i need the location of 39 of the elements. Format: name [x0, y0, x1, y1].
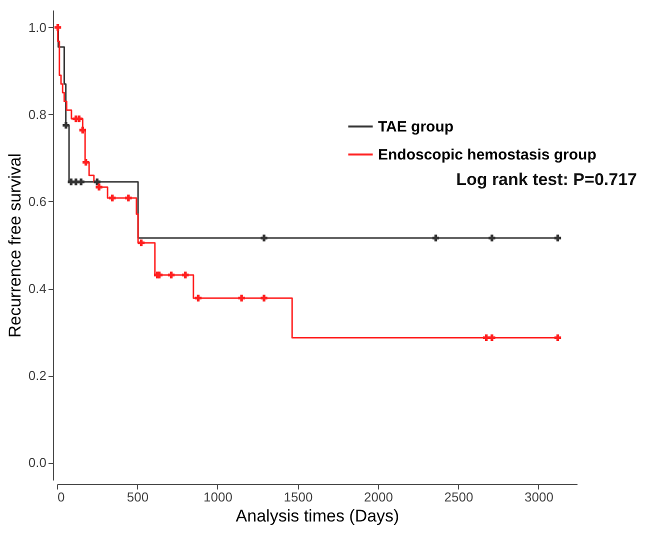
y-tick-label: 0.4: [28, 281, 46, 296]
point: [94, 178, 100, 186]
point: [96, 184, 102, 190]
point: [260, 234, 268, 242]
point: [82, 158, 90, 166]
point: [78, 178, 84, 186]
point: [260, 294, 268, 302]
x-tick-label: 3000: [524, 490, 554, 504]
point: [432, 234, 440, 242]
point: [125, 194, 132, 202]
point: [62, 122, 70, 129]
y-tick-label: 0.6: [28, 194, 46, 209]
point: [194, 294, 202, 302]
x-tick-label: 0: [58, 490, 65, 504]
x-tick-label: 2000: [364, 490, 393, 504]
x-tick-label: 1000: [204, 490, 232, 504]
point: [168, 272, 175, 278]
legend-label: TAE group: [378, 118, 454, 136]
point: [488, 334, 496, 342]
point: [138, 239, 145, 246]
legend-label: Endoscopic hemostasis group: [378, 146, 596, 164]
y-tick-label: 0.8: [28, 106, 46, 122]
x-tick-label: 2500: [444, 490, 474, 504]
x-axis-title: Analysis times (Days): [236, 506, 400, 526]
y-tick-label: 1.0: [28, 20, 46, 35]
annotation: Log rank test: P=0.717: [456, 170, 637, 189]
y-tick-label: 0.0: [28, 455, 46, 470]
y-axis-title: Recurrence free survival: [5, 153, 24, 338]
point: [109, 194, 116, 202]
point: [79, 126, 86, 134]
point: [238, 294, 245, 302]
point: [488, 234, 496, 242]
y-tick-label: 0.2: [28, 368, 46, 384]
point: [54, 24, 62, 31]
x-tick-label: 500: [126, 490, 149, 504]
x-tick-label: 1500: [284, 490, 313, 504]
point: [182, 272, 189, 278]
point: [554, 234, 562, 242]
point: [554, 334, 562, 342]
